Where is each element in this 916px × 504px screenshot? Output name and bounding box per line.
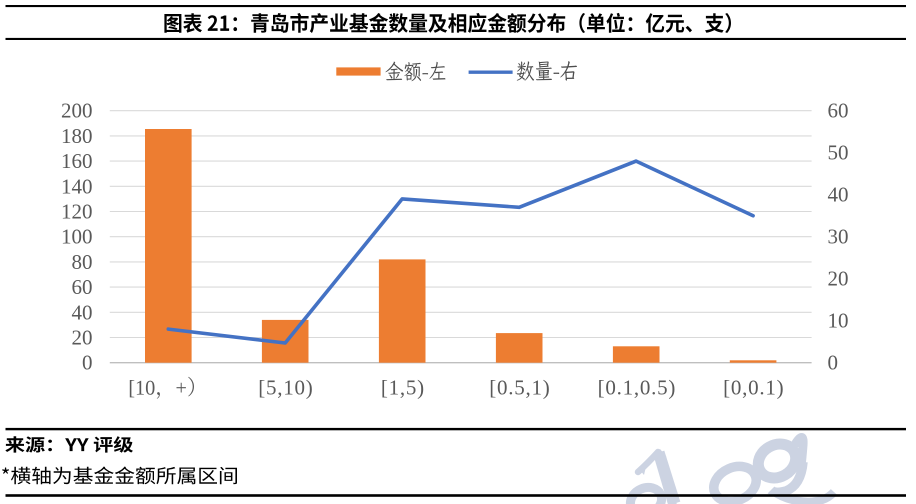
svg-text:[0.5,1): [0.5,1) (489, 376, 550, 400)
svg-text:[5,10): [5,10) (258, 376, 313, 400)
svg-text:60: 60 (72, 275, 93, 299)
svg-text:0: 0 (82, 351, 93, 375)
svg-text:40: 40 (828, 183, 849, 207)
svg-text:50: 50 (828, 141, 849, 165)
svg-text:[1,5): [1,5) (381, 376, 425, 400)
svg-text:40: 40 (72, 300, 93, 324)
svg-text:180: 180 (61, 124, 93, 148)
svg-text:140: 140 (61, 174, 93, 198)
svg-text:30: 30 (828, 225, 849, 249)
svg-text:200: 200 (61, 99, 93, 123)
svg-text:10: 10 (828, 309, 849, 333)
svg-text:0: 0 (828, 351, 839, 375)
svg-text:60: 60 (828, 99, 849, 123)
svg-text:120: 120 (61, 200, 93, 224)
svg-text:160: 160 (61, 149, 93, 173)
svg-text:[0.1,0.5): [0.1,0.5) (598, 376, 677, 400)
svg-text:20: 20 (72, 326, 93, 350)
svg-text:20: 20 (828, 267, 849, 291)
svg-text:[0,0.1): [0,0.1) (723, 376, 784, 400)
svg-text:100: 100 (61, 225, 93, 249)
svg-text:80: 80 (72, 250, 93, 274)
